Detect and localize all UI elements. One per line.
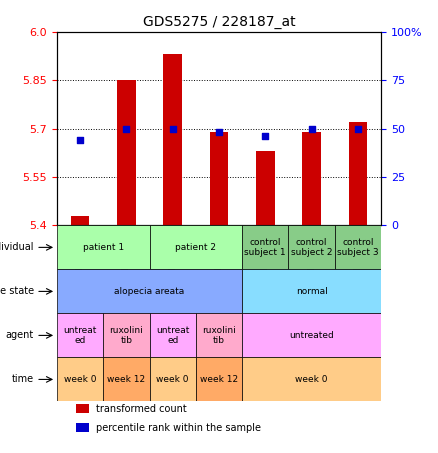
- Bar: [349, 122, 367, 226]
- Bar: [256, 151, 275, 226]
- Bar: [196, 357, 242, 401]
- Text: individual: individual: [0, 242, 34, 252]
- Text: normal: normal: [296, 287, 328, 296]
- Bar: [149, 313, 196, 357]
- Bar: [242, 313, 381, 357]
- Bar: [57, 313, 103, 357]
- Bar: [117, 80, 136, 226]
- Bar: [335, 226, 381, 270]
- Text: control
subject 2: control subject 2: [291, 238, 332, 257]
- Point: [262, 133, 269, 140]
- Text: ruxolini
tib: ruxolini tib: [202, 326, 236, 345]
- Bar: [149, 226, 242, 270]
- Text: percentile rank within the sample: percentile rank within the sample: [96, 423, 261, 433]
- Bar: [103, 357, 149, 401]
- Text: week 0: week 0: [64, 375, 96, 384]
- Bar: [149, 357, 196, 401]
- Text: time: time: [12, 375, 34, 385]
- Bar: [210, 132, 228, 226]
- Bar: [302, 132, 321, 226]
- Bar: [57, 270, 242, 313]
- Bar: [289, 226, 335, 270]
- Bar: [71, 216, 89, 226]
- Text: transformed count: transformed count: [96, 404, 187, 414]
- Bar: [76, 423, 89, 432]
- Bar: [242, 270, 381, 313]
- Point: [169, 125, 176, 132]
- Text: week 0: week 0: [156, 375, 189, 384]
- Text: ruxolini
tib: ruxolini tib: [110, 326, 143, 345]
- Text: untreat
ed: untreat ed: [156, 326, 189, 345]
- Text: control
subject 3: control subject 3: [337, 238, 379, 257]
- Bar: [242, 226, 289, 270]
- Text: untreat
ed: untreat ed: [64, 326, 97, 345]
- Title: GDS5275 / 228187_at: GDS5275 / 228187_at: [143, 15, 295, 29]
- Text: week 12: week 12: [200, 375, 238, 384]
- Point: [308, 125, 315, 132]
- Text: alopecia areata: alopecia areata: [114, 287, 185, 296]
- Bar: [76, 404, 89, 414]
- Bar: [242, 357, 381, 401]
- Text: patient 1: patient 1: [83, 243, 124, 252]
- Point: [215, 129, 223, 136]
- Text: disease state: disease state: [0, 286, 34, 296]
- Text: patient 2: patient 2: [175, 243, 216, 252]
- Bar: [103, 313, 149, 357]
- Point: [354, 125, 361, 132]
- Bar: [196, 313, 242, 357]
- Point: [123, 125, 130, 132]
- Text: control
subject 1: control subject 1: [244, 238, 286, 257]
- Point: [77, 136, 84, 144]
- Text: week 0: week 0: [295, 375, 328, 384]
- Text: agent: agent: [6, 330, 34, 340]
- Text: week 12: week 12: [107, 375, 145, 384]
- Bar: [163, 54, 182, 226]
- Text: untreated: untreated: [289, 331, 334, 340]
- Bar: [57, 226, 149, 270]
- Bar: [57, 357, 103, 401]
